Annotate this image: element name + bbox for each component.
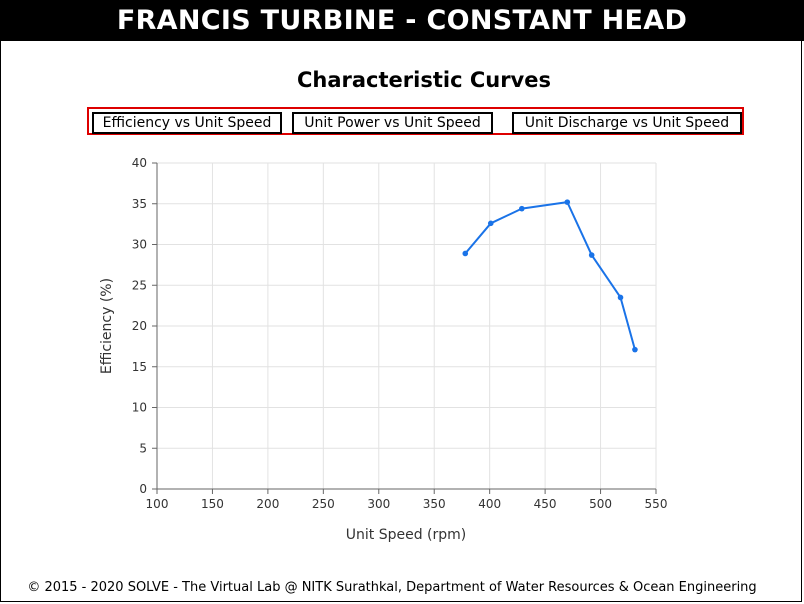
x-tick-label: 550 [645, 497, 668, 511]
efficiency-data-point[interactable] [564, 199, 571, 205]
efficiency-chart: 100 150 200 250 300 350 400 450 500 550 0 5 10 15 20 25… [99, 156, 668, 543]
x-tick-label: 500 [589, 497, 612, 511]
x-axis-label: Unit Speed (rpm) [346, 527, 467, 543]
y-tick-label: 35 [132, 197, 147, 211]
efficiency-data-point[interactable] [462, 250, 469, 257]
y-tick-label: 30 [132, 238, 147, 252]
efficiency-data-point[interactable] [632, 346, 638, 353]
section-title: Characteristic Curves [297, 68, 551, 92]
x-tick-label: 450 [534, 497, 557, 511]
chart-selector-group: Efficiency vs Unit Speed Unit Power vs U… [87, 107, 744, 135]
y-tick-label: 0 [139, 482, 147, 496]
x-tick-label: 150 [201, 497, 224, 511]
y-tick-label: 40 [132, 156, 147, 170]
footer-credit: © 2015 - 2020 SOLVE - The Virtual Lab @ … [27, 580, 757, 595]
y-tick-label: 20 [132, 319, 147, 333]
unit-power-vs-unit-speed-button[interactable]: Unit Power vs Unit Speed [292, 112, 493, 134]
page-title: FRANCIS TURBINE - CONSTANT HEAD [0, 0, 804, 41]
x-tick-label: 400 [478, 497, 501, 511]
x-tick-label: 250 [312, 497, 335, 511]
chart-grid [157, 162, 657, 489]
y-tick-label: 25 [132, 278, 147, 292]
x-tick-label: 200 [256, 497, 279, 511]
efficiency-data-point[interactable] [487, 220, 494, 227]
unit-discharge-vs-unit-speed-button[interactable]: Unit Discharge vs Unit Speed [512, 112, 742, 134]
efficiency-data-point[interactable] [588, 252, 595, 258]
y-tick-label: 10 [132, 401, 147, 415]
y-tick-label: 5 [139, 441, 147, 455]
x-tick-label: 300 [367, 497, 390, 511]
chart-series [462, 199, 638, 353]
x-tick-label: 100 [146, 497, 169, 511]
efficiency-vs-unit-speed-button[interactable]: Efficiency vs Unit Speed [92, 112, 282, 134]
y-tick-label: 15 [132, 360, 147, 374]
efficiency-data-point[interactable] [519, 205, 525, 212]
chart-ticks: 100 150 200 250 300 350 400 450 500 550 0 5 10 15 20 25… [132, 156, 668, 511]
efficiency-data-point[interactable] [617, 294, 624, 301]
x-tick-label: 350 [423, 497, 446, 511]
y-axis-label: Efficiency (%) [99, 278, 115, 374]
